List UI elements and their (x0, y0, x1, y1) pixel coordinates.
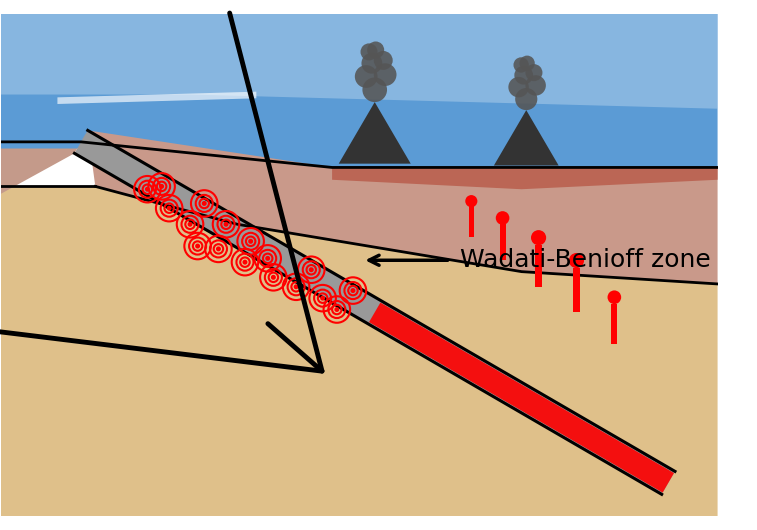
Circle shape (360, 43, 378, 60)
Polygon shape (58, 92, 257, 104)
Circle shape (266, 257, 269, 260)
Circle shape (196, 245, 199, 248)
Circle shape (249, 240, 252, 243)
Polygon shape (494, 110, 559, 165)
Polygon shape (1, 187, 718, 516)
Circle shape (374, 51, 393, 70)
Polygon shape (469, 206, 474, 236)
Circle shape (203, 202, 206, 205)
Circle shape (519, 56, 534, 71)
Circle shape (466, 195, 478, 207)
Circle shape (160, 185, 163, 188)
Polygon shape (88, 130, 718, 284)
Circle shape (367, 41, 385, 58)
Circle shape (374, 63, 397, 86)
Polygon shape (573, 268, 580, 312)
Circle shape (608, 290, 621, 304)
Circle shape (188, 223, 192, 226)
Polygon shape (1, 130, 88, 194)
Circle shape (146, 188, 149, 191)
Circle shape (217, 248, 220, 250)
Polygon shape (1, 14, 718, 167)
Polygon shape (500, 224, 506, 260)
Polygon shape (535, 244, 542, 287)
Polygon shape (338, 102, 411, 164)
Polygon shape (1, 14, 718, 109)
Circle shape (294, 285, 298, 288)
Polygon shape (332, 167, 718, 189)
Circle shape (272, 276, 275, 279)
Circle shape (514, 66, 533, 85)
Circle shape (168, 207, 170, 209)
Text: Wadati-Benioff zone: Wadati-Benioff zone (460, 248, 711, 272)
Circle shape (335, 308, 338, 311)
Polygon shape (74, 130, 675, 494)
Circle shape (363, 77, 387, 102)
Circle shape (355, 65, 378, 88)
Polygon shape (1, 130, 88, 148)
Circle shape (516, 88, 537, 110)
Polygon shape (611, 304, 618, 343)
Circle shape (351, 289, 354, 292)
Circle shape (244, 261, 246, 263)
Circle shape (509, 77, 529, 98)
Circle shape (225, 223, 227, 226)
Circle shape (513, 57, 529, 73)
Circle shape (525, 64, 543, 81)
Circle shape (321, 297, 324, 299)
Circle shape (361, 53, 382, 74)
Circle shape (531, 230, 546, 245)
Circle shape (525, 75, 546, 95)
Polygon shape (369, 303, 674, 492)
Circle shape (310, 268, 313, 271)
Circle shape (496, 211, 509, 225)
Circle shape (569, 253, 584, 268)
